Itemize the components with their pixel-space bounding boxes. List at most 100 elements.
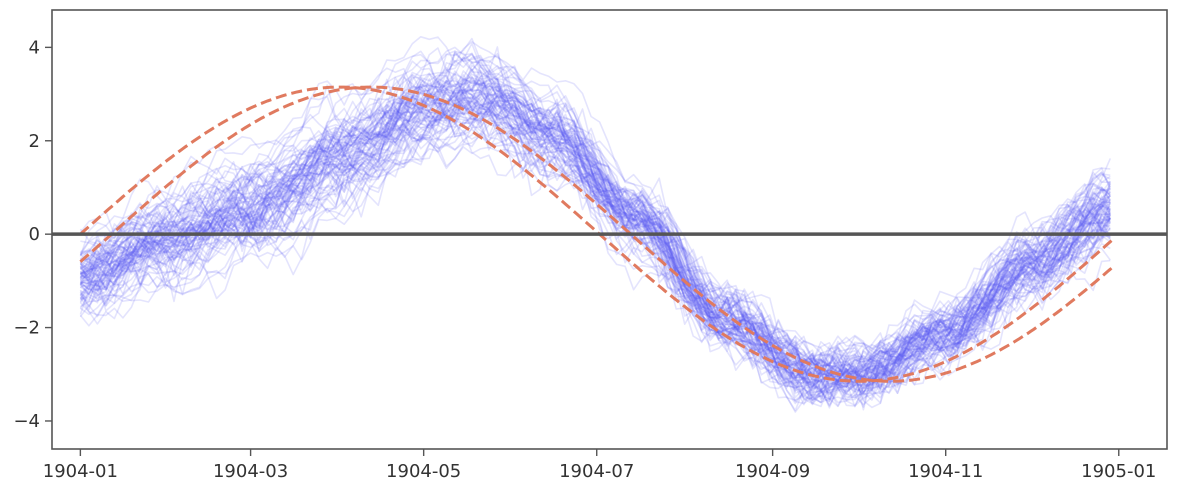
ensemble-line bbox=[80, 76, 1111, 390]
ensemble-line bbox=[79, 35, 1111, 369]
ensemble-line bbox=[80, 65, 1111, 387]
ensemble-line bbox=[79, 50, 1111, 393]
ensemble-line bbox=[79, 74, 1112, 397]
ensemble-line bbox=[80, 71, 1111, 376]
y-tick-label: 4 bbox=[29, 37, 40, 58]
dashed-series-line-1 bbox=[79, 85, 1115, 383]
y-tick-label: 0 bbox=[29, 224, 40, 245]
ensemble-line bbox=[80, 89, 1111, 389]
ensemble-line bbox=[79, 76, 1111, 401]
y-tick-label: 2 bbox=[29, 131, 40, 152]
ensemble-line bbox=[79, 84, 1111, 406]
ensemble-line bbox=[79, 92, 1112, 401]
axes: 1904-01 1904-03 1904-05 1904-07 1904-09 1904-… bbox=[13, 37, 1156, 482]
ensemble-line bbox=[79, 121, 1112, 401]
ensemble-line bbox=[80, 87, 1111, 407]
x-tick-label: 1904-09 bbox=[735, 461, 810, 482]
ensemble-line bbox=[80, 114, 1111, 399]
ensemble-line bbox=[79, 84, 1111, 390]
ensemble-line bbox=[79, 82, 1111, 405]
ensemble-line bbox=[80, 61, 1111, 381]
ensemble-line bbox=[80, 106, 1111, 401]
ensemble-line bbox=[80, 89, 1111, 393]
ensemble-line bbox=[79, 85, 1111, 396]
ensemble-line bbox=[79, 66, 1111, 383]
ensemble-line bbox=[80, 84, 1111, 409]
ensemble-line bbox=[79, 89, 1111, 409]
ensemble-line bbox=[79, 82, 1111, 403]
ensemble-line bbox=[80, 98, 1112, 404]
ensemble-line bbox=[80, 70, 1111, 395]
ensemble-line bbox=[80, 52, 1112, 392]
y-tick-label: −2 bbox=[13, 318, 40, 339]
plot-frame bbox=[51, 9, 1168, 450]
ensemble-line bbox=[79, 89, 1111, 369]
ensemble-line bbox=[80, 77, 1111, 407]
y-tick-label: −4 bbox=[13, 411, 40, 432]
ensemble-line bbox=[79, 111, 1111, 400]
ensemble-line bbox=[80, 80, 1112, 383]
ensemble-line bbox=[79, 97, 1111, 383]
ensemble-line bbox=[79, 73, 1112, 386]
ensemble-line bbox=[79, 90, 1111, 390]
x-tick-label: 1904-03 bbox=[213, 461, 288, 482]
ensemble-line bbox=[79, 68, 1111, 391]
ensemble-line bbox=[80, 94, 1111, 386]
ensemble-line bbox=[79, 124, 1111, 406]
ensemble-line bbox=[79, 46, 1111, 386]
dashed-series bbox=[79, 85, 1115, 383]
ensemble-line bbox=[79, 104, 1111, 395]
ensemble-line bbox=[80, 96, 1111, 392]
ensemble-line bbox=[79, 53, 1111, 378]
ensemble-line bbox=[80, 46, 1111, 403]
ensemble-line bbox=[79, 51, 1111, 386]
ensemble-line bbox=[79, 47, 1111, 391]
ensemble-line bbox=[79, 74, 1111, 389]
ensemble-line bbox=[79, 89, 1111, 394]
ensemble-line bbox=[79, 108, 1111, 406]
ensemble-line bbox=[79, 83, 1111, 385]
ensemble-line bbox=[79, 133, 1111, 412]
ensemble-line bbox=[79, 129, 1111, 413]
ensemble-line bbox=[80, 81, 1111, 397]
x-tick-label: 1904-07 bbox=[559, 461, 634, 482]
ensemble-line bbox=[79, 94, 1111, 396]
ensemble-lines bbox=[79, 35, 1112, 413]
ensemble-line bbox=[79, 93, 1111, 394]
ensemble-line bbox=[79, 102, 1111, 387]
ensemble-line bbox=[79, 73, 1111, 378]
ensemble-line bbox=[80, 77, 1111, 375]
ensemble-line bbox=[79, 123, 1111, 402]
ensemble-line bbox=[79, 42, 1111, 408]
dashed-series-line-2 bbox=[79, 85, 1115, 383]
ensemble-line bbox=[80, 78, 1111, 386]
ensemble-line bbox=[79, 104, 1111, 408]
x-tick-label: 1904-05 bbox=[386, 461, 461, 482]
ensemble-line bbox=[79, 126, 1111, 393]
ensemble-line bbox=[79, 76, 1111, 375]
ensemble-line bbox=[79, 77, 1111, 385]
ensemble-line bbox=[79, 69, 1111, 372]
ensemble-line bbox=[79, 100, 1112, 388]
ensemble-line bbox=[79, 74, 1112, 389]
ensemble-line bbox=[80, 54, 1111, 387]
ensemble-line bbox=[79, 37, 1111, 381]
ensemble-line bbox=[79, 80, 1111, 380]
ensemble-line bbox=[79, 134, 1111, 408]
ensemble-line bbox=[79, 108, 1112, 393]
ensemble-line bbox=[79, 102, 1112, 404]
ensemble-line bbox=[79, 110, 1111, 390]
ensemble-line bbox=[79, 109, 1111, 401]
ensemble-line bbox=[79, 102, 1112, 387]
ensemble-line bbox=[79, 64, 1111, 398]
ensemble-line bbox=[79, 70, 1111, 388]
ensemble-line bbox=[80, 50, 1112, 367]
ensemble-line bbox=[79, 92, 1111, 411]
ensemble-line bbox=[80, 80, 1111, 403]
ensemble-line bbox=[79, 60, 1111, 384]
x-tick-label: 1904-01 bbox=[43, 461, 118, 482]
ensemble-line bbox=[79, 80, 1111, 408]
ensemble-line bbox=[80, 106, 1111, 396]
ensemble-line bbox=[80, 65, 1111, 390]
